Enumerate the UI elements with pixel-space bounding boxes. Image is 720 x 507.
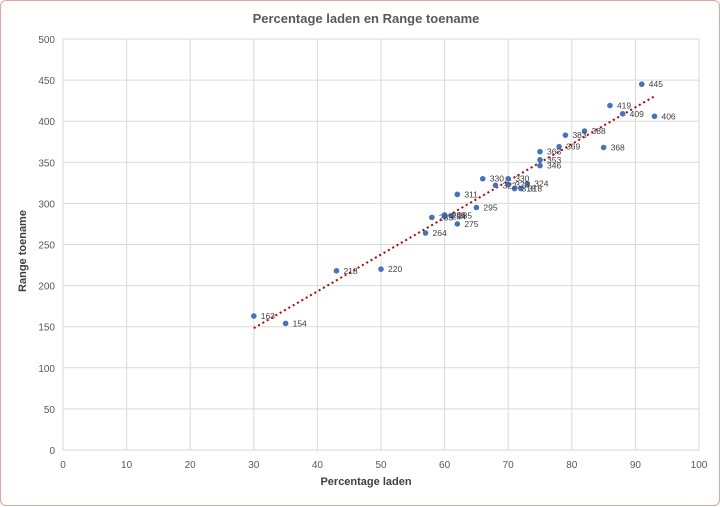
data-label: 383	[572, 130, 586, 140]
y-tick-label: 250	[38, 241, 55, 252]
data-label: 406	[661, 111, 675, 121]
data-label: 324	[534, 179, 548, 189]
data-label: 363	[547, 147, 561, 157]
data-point	[537, 157, 543, 163]
data-point	[562, 132, 569, 138]
data-point	[537, 148, 543, 155]
data-point	[473, 204, 480, 211]
x-tick-label: 50	[375, 460, 387, 471]
x-tick-label: 100	[691, 460, 708, 471]
data-label: 318	[522, 184, 536, 194]
y-tick-label: 100	[38, 364, 55, 375]
y-tick-label: 50	[44, 405, 56, 416]
data-point	[251, 313, 257, 319]
y-tick-label: 150	[38, 323, 55, 334]
data-point	[441, 213, 448, 220]
x-tick-label: 60	[439, 460, 451, 471]
data-point	[537, 162, 543, 169]
y-tick-label: 400	[38, 117, 55, 128]
data-label: 330	[490, 174, 504, 184]
data-point	[518, 185, 524, 192]
data-point	[638, 81, 645, 88]
data-label: 283	[439, 212, 453, 222]
data-point	[505, 175, 512, 182]
x-tick-label: 20	[185, 460, 197, 471]
data-label: 295	[483, 203, 497, 213]
data-point	[479, 175, 486, 182]
data-point	[607, 102, 613, 109]
data-label: 163	[261, 311, 275, 321]
trendline-layer	[253, 95, 655, 330]
data-point	[454, 221, 461, 227]
data-point	[505, 181, 512, 188]
data-label: 264	[433, 228, 447, 238]
data-label: 275	[464, 219, 478, 229]
data-point	[448, 212, 454, 219]
data-label: 388	[592, 126, 606, 136]
data-label: 311	[464, 189, 478, 199]
axis-ticks: 0 10 20 30 40 50 60 70 80 90 100 0 50 100 150 200 250 300…	[38, 35, 707, 471]
x-axis-title: Percentage laden	[320, 476, 411, 488]
data-label: 284	[452, 212, 466, 222]
y-axis-title: Range toename	[17, 210, 29, 292]
data-point	[524, 180, 531, 187]
x-tick-label: 10	[121, 460, 133, 471]
data-label: 285	[458, 211, 472, 221]
data-point	[429, 214, 435, 221]
data-label: 218	[343, 266, 357, 276]
y-tick-label: 350	[38, 158, 55, 169]
data-point	[333, 268, 340, 274]
data-point	[454, 191, 461, 198]
x-tick-label: 0	[60, 460, 66, 471]
data-point	[581, 128, 588, 134]
data-label: 409	[630, 109, 644, 119]
y-tick-label: 500	[38, 35, 55, 46]
y-tick-label: 200	[38, 282, 55, 293]
y-tick-label: 0	[49, 446, 55, 457]
data-label: 346	[547, 161, 561, 171]
data-label: 445	[649, 79, 663, 89]
x-tick-label: 30	[248, 460, 260, 471]
x-tick-label: 90	[630, 460, 642, 471]
x-tick-label: 80	[566, 460, 578, 471]
data-label: 220	[388, 264, 402, 274]
data-point	[556, 143, 562, 150]
data-label: 286	[452, 210, 466, 220]
data-point	[600, 144, 607, 151]
data-label: 353	[547, 155, 561, 165]
data-label: 323	[515, 179, 529, 189]
data-label: 322	[502, 180, 516, 190]
x-tick-label: 70	[503, 460, 515, 471]
data-point	[511, 185, 518, 192]
trendline	[253, 95, 655, 330]
y-tick-label: 300	[38, 199, 55, 210]
data-label: 330	[515, 174, 529, 184]
x-tick-label: 40	[312, 460, 324, 471]
data-point	[422, 230, 429, 236]
data-label: 419	[617, 101, 631, 111]
data-point	[651, 113, 658, 120]
data-label: 318	[528, 184, 542, 194]
data-label: 154	[293, 318, 307, 328]
data-point	[619, 111, 626, 117]
data-point	[378, 266, 384, 272]
data-point	[492, 182, 499, 189]
y-tick-label: 450	[38, 76, 55, 87]
data-label: 368	[611, 143, 625, 153]
data-point	[282, 320, 289, 327]
gridlines	[62, 38, 700, 451]
data-label: 369	[566, 142, 580, 152]
chart-title: Percentage laden en Range toename	[253, 11, 480, 26]
data-points	[251, 81, 658, 327]
